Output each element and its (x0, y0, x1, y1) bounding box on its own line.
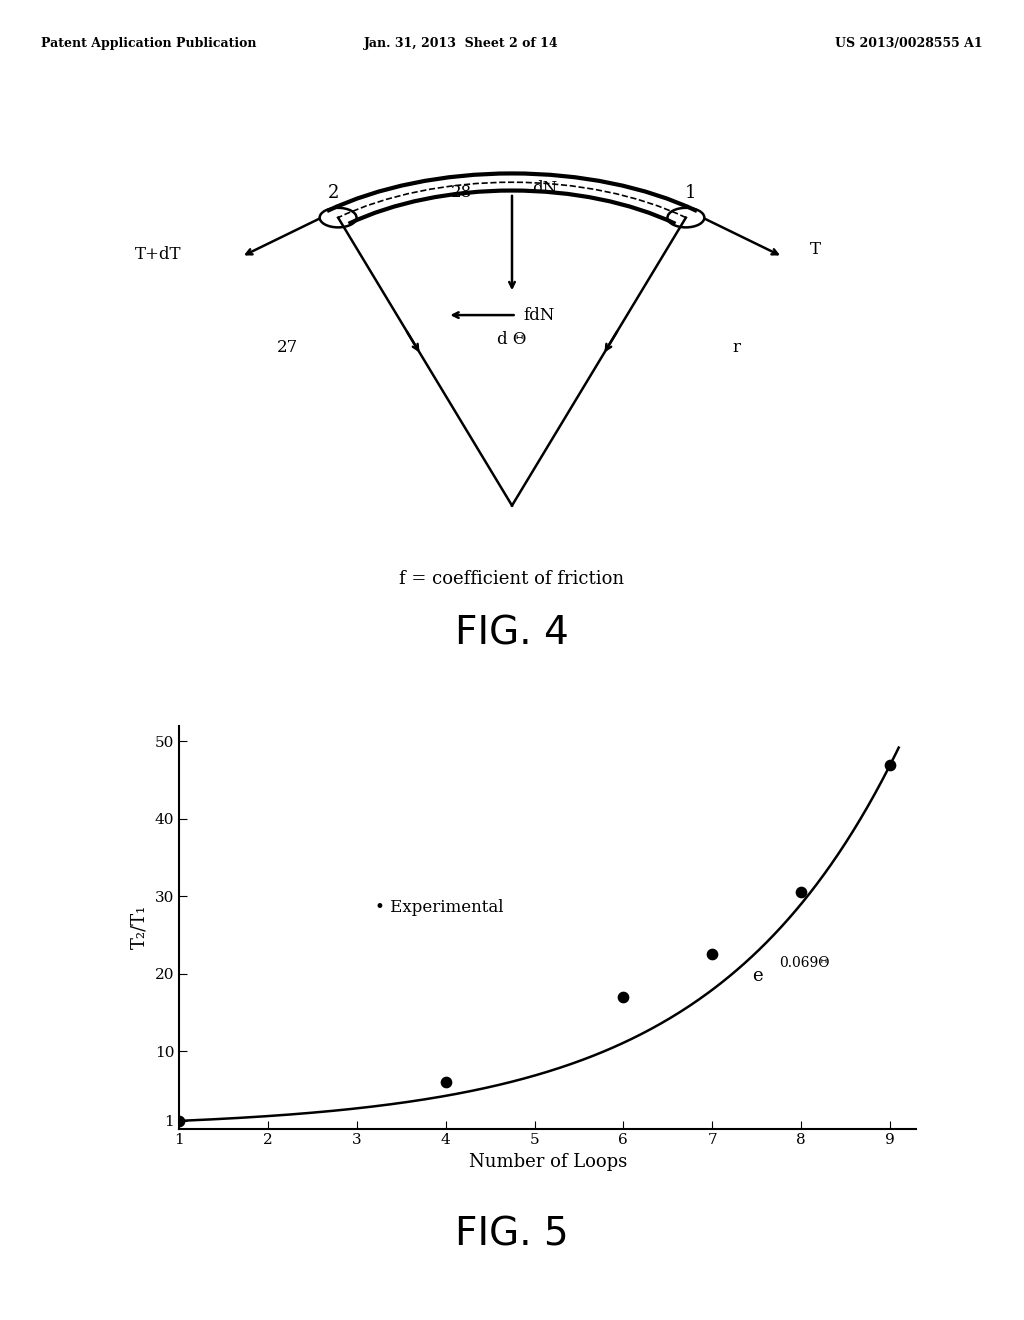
Text: T+dT: T+dT (135, 246, 181, 263)
Text: 0.069Θ: 0.069Θ (779, 956, 829, 970)
Text: T: T (809, 240, 820, 257)
Y-axis label: T₂/T₁: T₂/T₁ (130, 906, 147, 949)
Text: 1: 1 (685, 183, 696, 202)
Text: dN: dN (532, 180, 557, 197)
Text: e: e (753, 968, 763, 985)
X-axis label: Number of Loops: Number of Loops (469, 1152, 627, 1171)
Text: fdN: fdN (523, 306, 554, 323)
Text: 28: 28 (451, 185, 472, 202)
Text: • Experimental: • Experimental (375, 899, 503, 916)
Point (882, 754, 898, 775)
Point (793, 882, 809, 903)
Text: f = coefficient of friction: f = coefficient of friction (399, 570, 625, 587)
Text: FIG. 4: FIG. 4 (455, 615, 569, 652)
Point (703, 944, 720, 965)
Text: US 2013/0028555 A1: US 2013/0028555 A1 (836, 37, 983, 50)
Point (615, 986, 632, 1007)
Text: 2: 2 (328, 183, 339, 202)
Text: FIG. 5: FIG. 5 (456, 1216, 568, 1253)
Text: Jan. 31, 2013  Sheet 2 of 14: Jan. 31, 2013 Sheet 2 of 14 (364, 37, 558, 50)
Text: r: r (732, 339, 740, 356)
Text: d Θ: d Θ (498, 331, 526, 348)
Text: Patent Application Publication: Patent Application Publication (41, 37, 256, 50)
Point (171, 1110, 187, 1131)
Point (437, 1072, 454, 1093)
Text: 27: 27 (276, 339, 298, 356)
